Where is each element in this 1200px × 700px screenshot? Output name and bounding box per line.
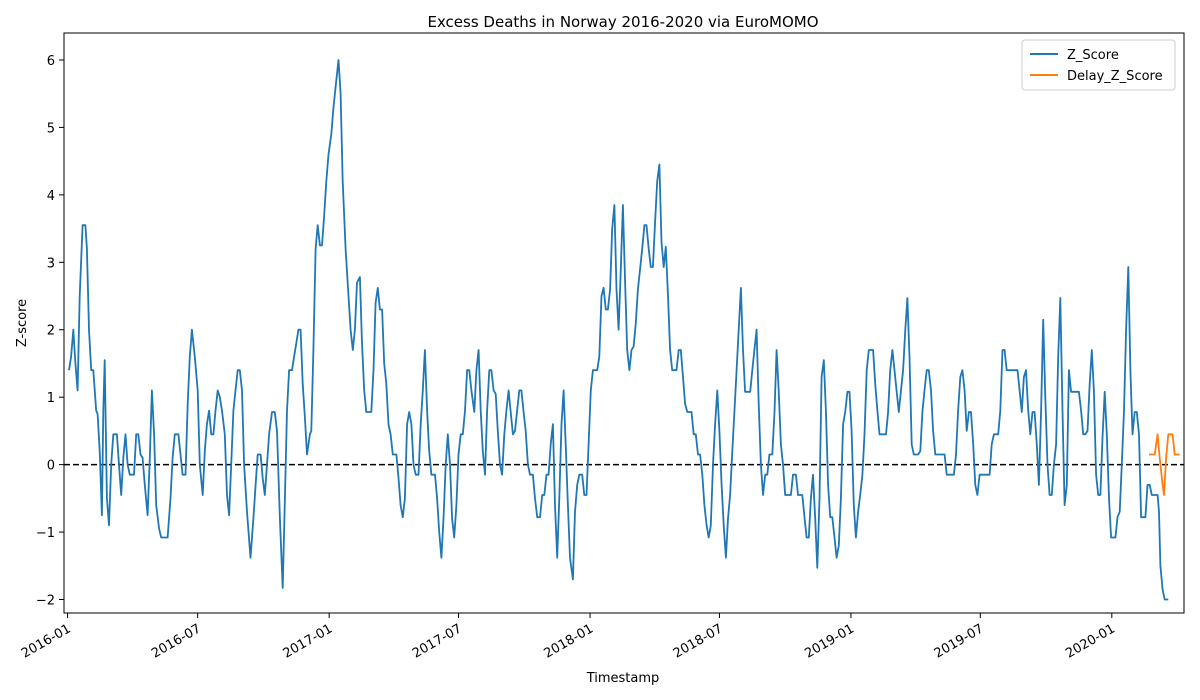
series-line-delay-z-score — [1149, 433, 1180, 496]
x-tick-label: 2019-01 — [802, 621, 857, 661]
legend-box — [1021, 39, 1176, 91]
plot-frame — [63, 32, 1185, 614]
x-tick-label: 2016-07 — [149, 621, 204, 661]
legend: Z_Score Delay_Z_Score — [1021, 39, 1176, 91]
series-layer — [68, 59, 1180, 601]
y-tick-label: 6 — [47, 54, 55, 69]
x-tick-label: 2018-01 — [542, 621, 597, 661]
x-axis-ticks: 2016-01 2016-07 2017-01 2017-07 2018-01 2018-… — [19, 613, 1118, 662]
x-tick-label: 2017-01 — [281, 621, 336, 661]
x-tick-label: 2017-07 — [410, 621, 465, 661]
y-tick-label: −1 — [36, 526, 55, 541]
y-tick-label: 0 — [47, 459, 55, 474]
plot-area: −2 −1 0 1 2 3 4 5 6 2016-01 2016-07 2017-01 2017-07… — [19, 32, 1185, 662]
legend-label-delay-z-score: Delay_Z_Score — [1067, 69, 1163, 84]
x-tick-label: 2019-07 — [932, 621, 987, 661]
x-axis-title: Timestamp — [586, 671, 660, 686]
chart-title: Excess Deaths in Norway 2016-2020 via Eu… — [427, 13, 818, 31]
series-line-z-score — [68, 59, 1169, 601]
plot-background — [64, 33, 1184, 613]
x-tick-label: 2020-01 — [1063, 621, 1118, 661]
y-axis-ticks: −2 −1 0 1 2 3 4 5 6 — [36, 54, 64, 609]
y-tick-label: −2 — [36, 594, 55, 609]
y-tick-label: 1 — [47, 391, 55, 406]
y-tick-label: 2 — [47, 324, 55, 339]
x-tick-label: 2016-01 — [19, 621, 74, 661]
y-tick-label: 5 — [47, 121, 55, 136]
y-axis-title: Z-score — [15, 299, 30, 347]
y-tick-label: 3 — [47, 256, 55, 271]
x-tick-label: 2018-07 — [671, 621, 726, 661]
y-tick-label: 4 — [47, 189, 55, 204]
legend-label-z-score: Z_Score — [1067, 48, 1119, 63]
